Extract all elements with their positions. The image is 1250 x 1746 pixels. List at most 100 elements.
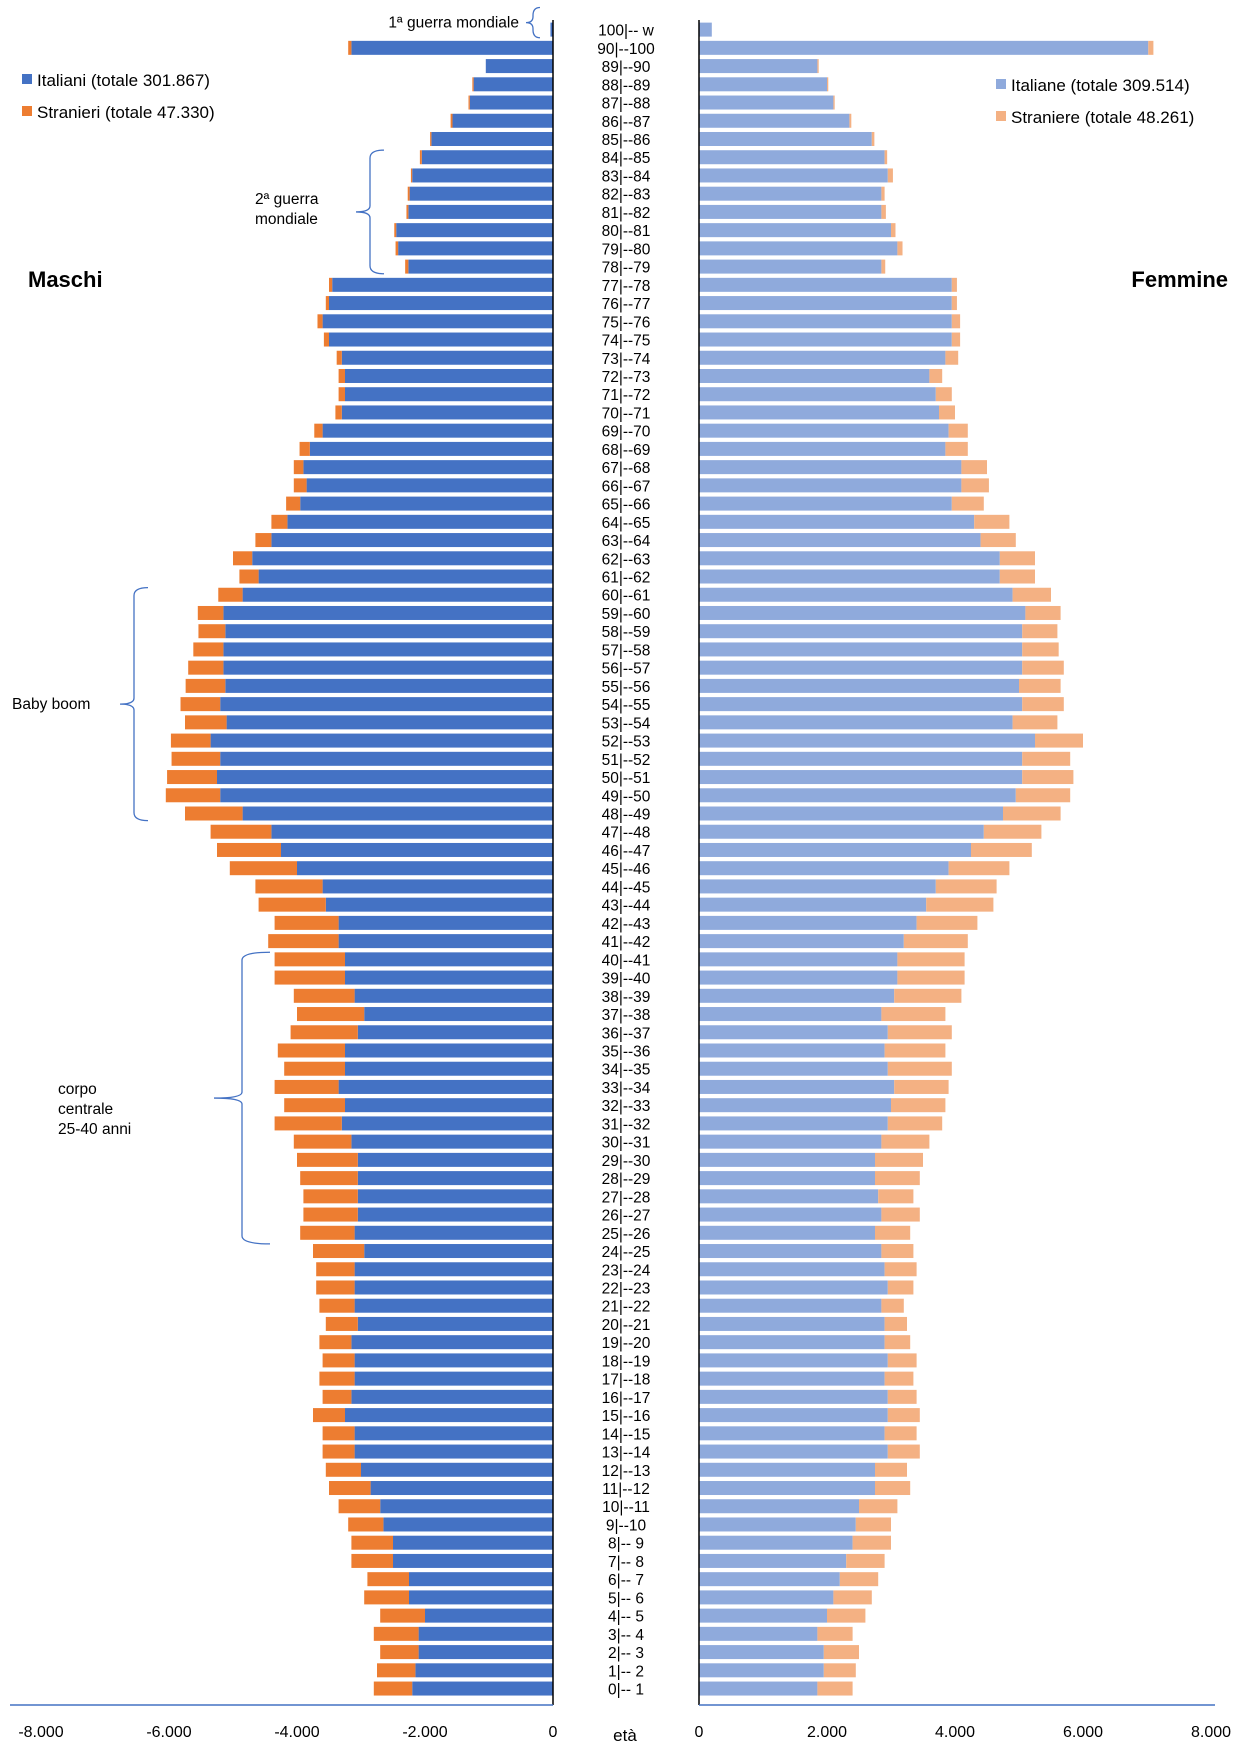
bar-italiane xyxy=(699,131,872,146)
bar-stranieri xyxy=(313,1408,345,1423)
bar-italiane xyxy=(699,1608,827,1623)
bar-italiani xyxy=(550,22,553,37)
bar-straniere xyxy=(1019,678,1061,693)
bar-italiani xyxy=(322,314,553,329)
bar-italiane xyxy=(699,186,882,201)
bar-stranieri xyxy=(319,1298,355,1313)
bar-italiani xyxy=(357,1025,553,1040)
bar-straniere xyxy=(823,1645,859,1660)
age-label: 25|--26 xyxy=(602,1226,651,1243)
bar-straniere xyxy=(823,1663,856,1678)
bar-italiane xyxy=(699,1079,895,1094)
bar-italiani xyxy=(409,186,553,201)
bar-italiane xyxy=(699,1462,875,1477)
bar-stranieri xyxy=(286,496,301,511)
bar-italiane xyxy=(699,332,952,347)
bar-stranieri xyxy=(325,1462,361,1477)
age-label: 43|--44 xyxy=(602,898,651,915)
bar-italiani xyxy=(485,59,553,74)
bar-italiane xyxy=(699,788,1016,803)
bar-stranieri xyxy=(293,988,355,1003)
bar-straniere xyxy=(881,1007,946,1022)
age-label: 12|--13 xyxy=(602,1463,651,1480)
bar-stranieri xyxy=(290,1025,358,1040)
bar-italiani xyxy=(357,1171,553,1186)
bar-stranieri xyxy=(271,514,288,529)
bar-stranieri xyxy=(165,788,221,803)
bar-stranieri xyxy=(373,1626,419,1641)
bar-italiani xyxy=(271,824,553,839)
bar-straniere xyxy=(852,1535,891,1550)
bar-italiani xyxy=(354,1280,553,1295)
age-label: 44|--45 xyxy=(602,879,651,896)
bar-italiani xyxy=(322,879,553,894)
bar-italiani xyxy=(354,1225,553,1240)
age-label: 63|--64 xyxy=(602,533,651,550)
bar-italiane xyxy=(699,314,952,329)
bar-straniere xyxy=(891,1098,946,1113)
bar-stranieri xyxy=(406,204,409,219)
bar-straniere xyxy=(817,1626,853,1641)
age-label: 27|--28 xyxy=(602,1189,651,1206)
bar-italiani xyxy=(354,988,553,1003)
age-label: 41|--42 xyxy=(602,934,651,951)
bar-italiane xyxy=(699,1371,885,1386)
age-label: 6|-- 7 xyxy=(608,1572,644,1589)
bar-italiane xyxy=(699,460,962,475)
bar-stranieri xyxy=(329,1481,371,1496)
bar-italiani xyxy=(364,1007,553,1022)
bar-italiane xyxy=(699,1152,875,1167)
bar-stranieri xyxy=(410,168,413,183)
age-label: 82|--83 xyxy=(602,187,651,204)
age-label: 40|--41 xyxy=(602,952,651,969)
bar-stranieri xyxy=(394,223,397,238)
bar-italiani xyxy=(380,1499,553,1514)
bar-straniere xyxy=(881,186,885,201)
bar-italiani xyxy=(220,788,553,803)
bar-stranieri xyxy=(171,751,221,766)
bar-stranieri xyxy=(319,1371,355,1386)
bar-italiane xyxy=(699,1389,888,1404)
bar-straniere xyxy=(817,1681,853,1696)
legend-italiane-swatch xyxy=(996,79,1006,89)
bar-stranieri xyxy=(472,77,474,92)
bar-stranieri xyxy=(419,150,422,165)
bar-italiane xyxy=(699,113,850,128)
male-bars xyxy=(165,22,553,1696)
bar-italiane xyxy=(699,423,949,438)
bar-italiane xyxy=(699,1572,840,1587)
bar-straniere xyxy=(926,897,994,912)
bar-italiani xyxy=(354,1353,553,1368)
age-label: 70|--71 xyxy=(602,405,651,422)
age-label: 69|--70 xyxy=(602,424,651,441)
bar-italiane xyxy=(699,1262,885,1277)
bar-italiani xyxy=(412,1681,553,1696)
bar-italiane xyxy=(699,988,895,1003)
bar-italiane xyxy=(699,59,818,74)
age-label: 37|--38 xyxy=(602,1007,651,1024)
age-label: 89|--90 xyxy=(602,59,651,76)
bar-italiane xyxy=(699,1171,875,1186)
bar-italiane xyxy=(699,1225,875,1240)
bar-straniere xyxy=(887,1116,943,1131)
bar-italiane xyxy=(699,168,888,183)
bar-italiani xyxy=(303,460,553,475)
age-label: 1|-- 2 xyxy=(608,1663,644,1680)
bar-stranieri xyxy=(395,241,399,256)
bar-stranieri xyxy=(450,113,453,128)
legend-stranieri-label: Stranieri (totale 47.330) xyxy=(37,103,215,122)
bar-italiani xyxy=(281,842,553,857)
bar-stranieri xyxy=(317,314,323,329)
bar-stranieri xyxy=(335,405,342,420)
bar-straniere xyxy=(999,569,1035,584)
bar-straniere xyxy=(939,405,955,420)
bar-italiani xyxy=(412,168,553,183)
bar-stranieri xyxy=(319,1335,352,1350)
age-label: 88|--89 xyxy=(602,77,651,94)
bar-italiane xyxy=(699,150,885,165)
bar-straniere xyxy=(951,314,961,329)
age-label: 31|--32 xyxy=(602,1116,651,1133)
age-label: 34|--35 xyxy=(602,1062,651,1079)
